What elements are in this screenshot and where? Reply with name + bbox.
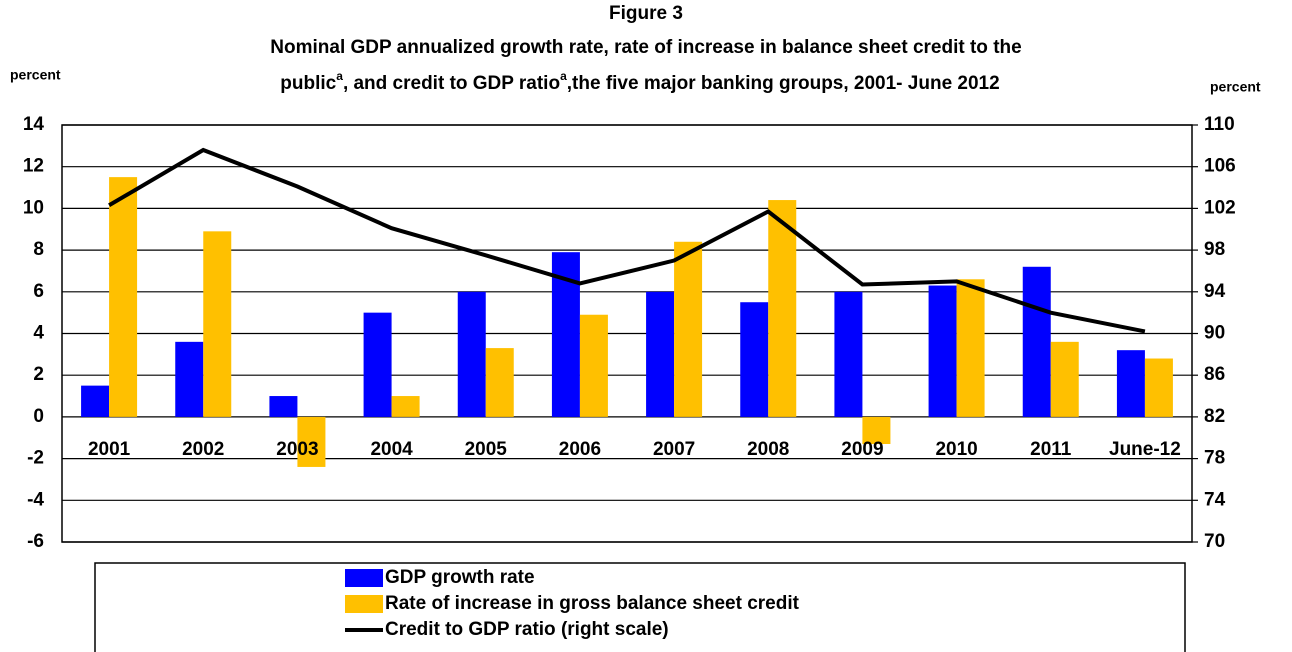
legend-label: Credit to GDP ratio (right scale) [385,619,669,640]
bar [740,302,769,417]
x-tick-label: 2006 [559,439,601,460]
y2-tick-label: 78 [1204,448,1225,469]
y-tick-label: 14 [23,114,45,135]
bar [175,341,204,417]
x-tick-label: June-12 [1109,439,1181,460]
y-tick-label: -6 [27,531,44,552]
bar [646,291,675,417]
x-tick-label: 2009 [841,439,883,460]
x-tick-label: 2011 [1030,439,1072,460]
bar [1022,266,1051,417]
y2-tick-label: 74 [1204,489,1226,510]
bar [1116,350,1145,417]
y-tick-label: 6 [33,281,44,302]
y-tick-label: -4 [27,489,44,510]
bar [391,396,420,417]
bar [1050,341,1079,417]
subtitle-part: , and credit to GDP ratio [343,73,560,94]
bar [81,385,110,417]
y-tick-label: 8 [33,239,44,260]
bar [269,396,298,417]
bar [457,291,486,417]
bar [768,200,797,417]
bar [956,279,985,417]
x-tick-label: 2002 [182,439,224,460]
line [108,147,1146,334]
bar [834,291,863,417]
y-tick-label: 12 [23,156,44,177]
bar [363,312,392,417]
chart-subtitle: publica, and credit to GDP ratioa,the fi… [280,69,999,94]
y2-tick-label: 94 [1204,281,1226,302]
y2-tick-label: 106 [1204,156,1236,177]
superscript: a [560,69,567,83]
x-tick-label: 2008 [747,439,789,460]
y2-tick-label: 110 [1204,114,1235,135]
y-axis-label: percent [10,67,61,83]
x-tick-label: 2001 [88,439,131,460]
x-tick-label: 2007 [653,439,695,460]
y-tick-label: 4 [33,323,44,344]
bar [579,314,608,417]
x-tick-label: 2003 [276,439,318,460]
y2-tick-label: 82 [1204,406,1225,427]
subtitle-part: ,the five major banking groups, 2001- Ju… [567,73,1000,94]
legend-label: GDP growth rate [385,567,535,588]
bar [674,241,703,417]
bar [109,177,138,417]
chart-subtitle: Nominal GDP annualized growth rate, rate… [270,37,1021,58]
legend-swatch [345,595,383,613]
bar [928,285,957,417]
y2-tick-label: 70 [1204,531,1225,552]
legend-box [94,562,1186,652]
y2-tick-label: 90 [1204,323,1225,344]
chart-title: Figure 3 [609,3,683,24]
y-tick-label: -2 [27,448,44,469]
subtitle-part: public [280,73,336,94]
bar [1144,358,1173,417]
x-tick-label: 2005 [465,439,508,460]
y2-tick-label: 86 [1204,364,1225,385]
bar [203,231,232,417]
y2-tick-label: 102 [1204,197,1236,218]
y-tick-label: 2 [33,364,44,385]
y-tick-label: 0 [33,406,44,427]
y-tick-label: 10 [23,197,44,218]
bar [485,348,514,417]
x-tick-label: 2010 [935,439,977,460]
plot-frame [61,124,1193,543]
y2-axis-label: percent [1210,79,1261,95]
x-tick-label: 2004 [370,439,413,460]
bar [297,416,326,467]
bar [862,416,891,445]
superscript: a [336,69,343,83]
legend-label: Rate of increase in gross balance sheet … [385,593,800,614]
legend-swatch [345,569,383,587]
y2-tick-label: 98 [1204,239,1225,260]
